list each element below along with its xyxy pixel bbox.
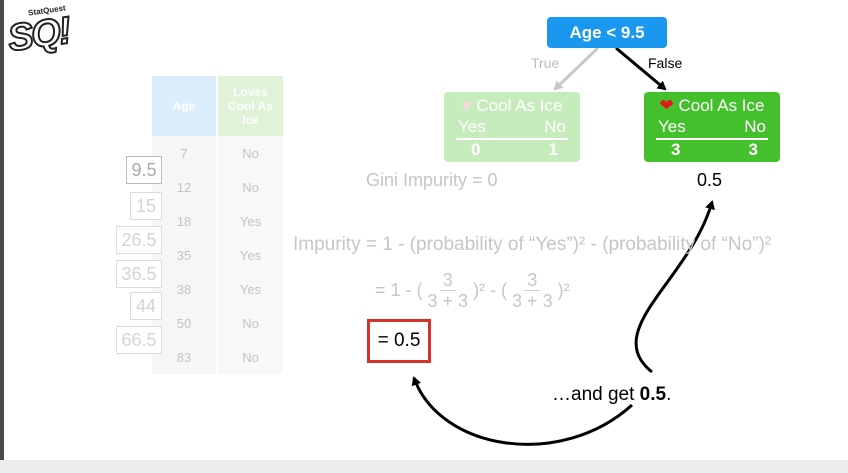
right-leaf-impurity-value: 0.5: [697, 170, 723, 190]
right-leaf-node: ❤ Cool As Ice Yes No 3 3: [644, 92, 780, 162]
true-branch-arrow: [553, 46, 600, 91]
left-leaf-no-count: 1: [548, 140, 558, 159]
threshold-box: 15: [130, 192, 162, 220]
table-cell-loves: Yes: [218, 238, 283, 272]
impurity-formula: Impurity = 1 - (probability of “Yes”)² -…: [293, 234, 772, 255]
fraction-no-numerator: 3: [524, 270, 541, 291]
threshold-box: 44: [130, 292, 162, 320]
table-cell-age: 7: [152, 136, 216, 170]
fraction-no-denominator: 3 + 3: [512, 291, 553, 311]
left-leaf-node: ♥ Cool As Ice Yes No 0 1: [444, 92, 580, 162]
caption-text: …and get 0.5.: [552, 384, 671, 406]
root-node-label: Age < 9.5: [569, 23, 645, 42]
substitution-end: )²: [557, 280, 570, 300]
window-bottom-edge: [0, 460, 848, 473]
fraction-yes-numerator: 3: [439, 270, 456, 291]
header-loves-cool-as-ice: Loves Cool As Ice: [218, 76, 283, 136]
right-leaf-title: Cool As Ice: [678, 96, 765, 115]
table-cell-age: 12: [152, 170, 216, 204]
result-value: = 0.5: [377, 330, 421, 351]
table-cell-age: 50: [152, 306, 216, 340]
threshold-box: 36.5: [116, 260, 162, 288]
table-cell-age: 38: [152, 272, 216, 306]
threshold-box: 26.5: [116, 226, 162, 254]
caption-suffix: .: [666, 384, 672, 405]
fraction-yes: 3 3 + 3: [425, 270, 472, 311]
table-cell-loves: No: [218, 170, 283, 204]
caption-value: 0.5: [639, 384, 667, 405]
table-cell-loves: No: [218, 340, 283, 374]
fraction-no: 3 3 + 3: [509, 270, 556, 311]
left-leaf-divider: [456, 138, 568, 140]
caption-prefix: …and get: [552, 384, 640, 405]
table-cell-age: 18: [152, 204, 216, 238]
table-cell-loves: No: [218, 306, 283, 340]
left-leaf-title: Cool As Ice: [476, 96, 563, 115]
false-branch-label: False: [648, 55, 683, 71]
substitution-prefix: = 1 - (: [375, 280, 423, 300]
true-branch-label: True: [531, 55, 560, 71]
heart-icon: ❤: [659, 96, 674, 115]
window-left-edge: [0, 0, 4, 473]
right-leaf-divider: [656, 138, 768, 140]
substitution-middle: )² - (: [473, 280, 508, 300]
heart-icon: ♥: [461, 96, 472, 115]
threshold-box: 9.5: [126, 156, 162, 184]
right-leaf-yes-label: Yes: [658, 117, 686, 136]
curved-arrow-to-result: [411, 376, 634, 446]
left-leaf-yes-label: Yes: [458, 117, 486, 136]
table-cell-loves: Yes: [218, 204, 283, 238]
training-data-table: Age Loves Cool As Ice 7 No 12 No 18 Yes …: [152, 76, 283, 376]
table-cell-loves: Yes: [218, 272, 283, 306]
curved-arrow-to-leaf: [634, 200, 715, 374]
table-cell-age: 35: [152, 238, 216, 272]
threshold-box: 66.5: [116, 326, 162, 354]
right-leaf-no-count: 3: [748, 140, 758, 159]
fraction-yes-denominator: 3 + 3: [427, 291, 469, 311]
right-leaf-yes-count: 3: [671, 140, 681, 159]
table-cell-loves: No: [218, 136, 283, 170]
result-box: = 0.5: [367, 319, 431, 363]
false-branch-arrow: [615, 46, 667, 91]
impurity-substitution: = 1 - ( 3 3 + 3 )² - ( 3 3 + 3 )²: [375, 270, 570, 311]
root-node: Age < 9.5: [547, 17, 667, 48]
left-leaf-no-label: No: [544, 117, 566, 136]
header-age: Age: [152, 76, 216, 136]
right-leaf-no-label: No: [744, 117, 766, 136]
left-leaf-gini-text: Gini Impurity = 0: [366, 170, 498, 190]
table-cell-age: 83: [152, 340, 216, 374]
left-leaf-yes-count: 0: [471, 140, 481, 159]
